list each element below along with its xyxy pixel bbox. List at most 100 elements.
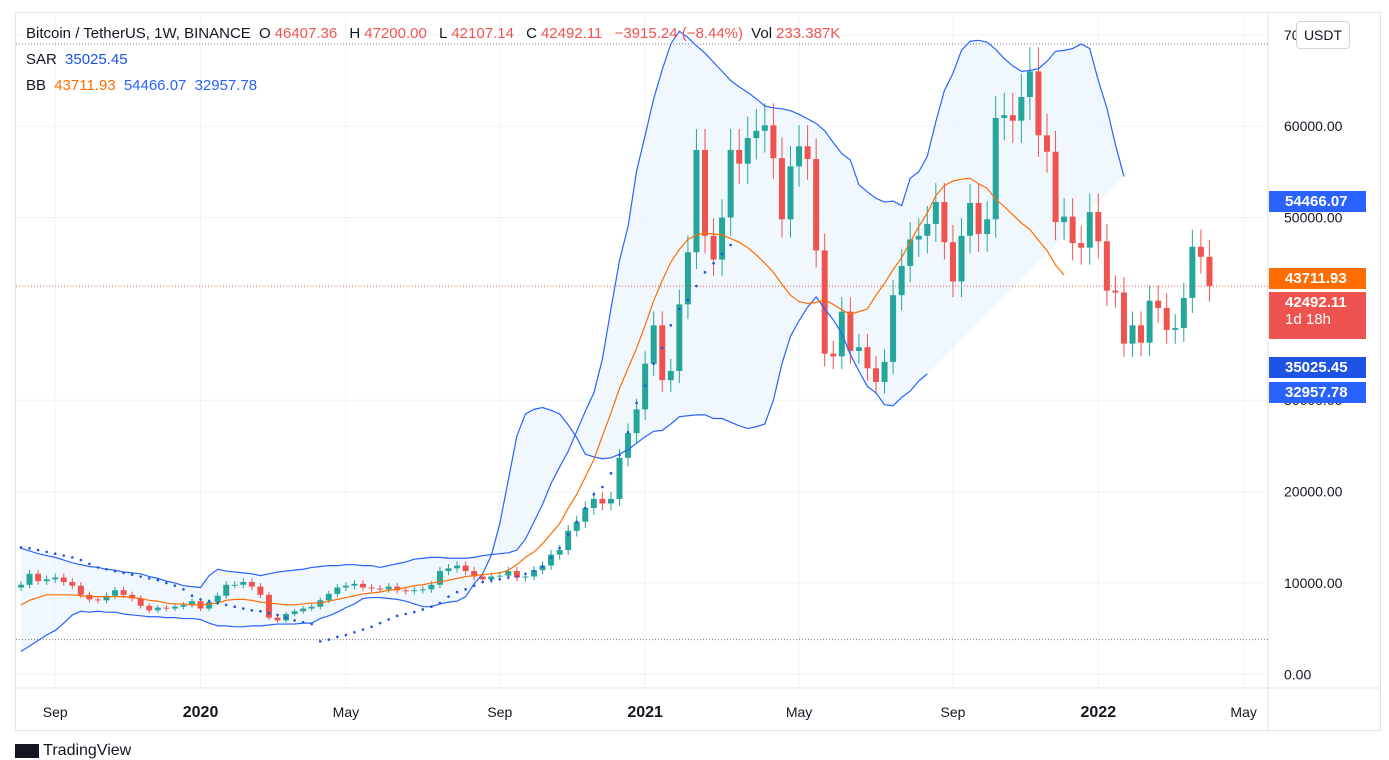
candle-body [890,295,897,362]
sar-dot [387,618,390,621]
bb-lower-price-tag: 32957.78 [1269,382,1366,403]
candle-body [52,577,59,580]
candle-body [1086,212,1093,248]
tradingview-logo[interactable]: TradingView [15,742,131,760]
candle-body [984,219,991,234]
currency-button[interactable]: USDT [1296,21,1350,49]
sar-label: SAR [26,51,57,68]
high-label: H [349,25,361,42]
sar-dot [447,595,450,598]
candle-body [898,265,905,296]
sar-dot [524,572,527,576]
candle-body [778,158,785,220]
candle-body [112,590,119,596]
sar-dot [216,601,219,605]
sar-dot [250,609,254,612]
candle-body [881,361,888,382]
chart-frame[interactable] [15,12,1381,731]
sar-dot [430,605,433,608]
candle-body [1044,135,1050,152]
candle-body [325,593,332,601]
symbol-title[interactable]: Bitcoin / TetherUS, 1W, BINANCE [26,25,251,42]
sar-dot [353,630,356,634]
candle-body [180,604,187,607]
candle-body [505,571,512,576]
candle-body [137,598,144,606]
candle-body [1095,212,1102,242]
sar-dot [45,550,48,554]
candle-body [1078,243,1085,248]
sar-dot [284,616,288,619]
candle-body [257,586,264,595]
candle-body [77,585,84,595]
sar-dot [165,581,168,585]
candle-body [796,146,803,167]
x-tick-label: May [333,704,359,720]
candle-body [1163,307,1170,330]
sar-dot [62,554,66,557]
x-tick-label: Sep [940,704,965,720]
candle-body [1138,325,1145,343]
candle-body [214,595,221,603]
bb-basis-value: 43711.93 [54,77,116,94]
sar-dot [507,576,510,579]
candle-body [471,571,478,577]
candle-body [761,125,768,131]
tradingview-logo-text: TradingView [43,742,132,759]
sar-dot [498,577,502,581]
sar-dot [413,610,416,614]
candle-body [590,498,597,509]
candle-body [351,583,358,586]
candle-body [710,235,717,260]
candle-body [1206,256,1213,287]
candle-body [1103,241,1110,291]
candle-body [813,159,820,251]
change-value: −3915.24 (−8.44%) [614,25,743,42]
candle-body [556,550,563,555]
candle-body [1180,297,1187,329]
candle-body [120,590,127,595]
sar-dot [575,520,579,524]
sar-dot [703,271,707,274]
candle-body [69,582,76,586]
sar-dot [147,577,151,580]
candle-body [650,325,657,364]
sar-dot [361,628,365,631]
bb-legend[interactable]: BB 43711.93 54466.07 32957.78 [26,76,261,96]
sar-dot [601,485,604,489]
y-tick-label: 20000.00 [1284,484,1343,500]
candle-body [539,565,546,571]
candle-body [616,457,623,499]
low-value: 42107.14 [451,25,514,42]
sar-dot [592,493,596,496]
candle-body [146,605,153,611]
sar-dot [79,558,83,562]
candle-body [342,585,349,588]
candle-body [26,573,33,585]
x-tick-label: 2020 [183,704,219,721]
sar-dot [96,566,100,569]
candle-body [676,304,683,372]
candle-body [804,146,811,160]
sar-dot [404,612,408,616]
x-tick-label: Sep [43,704,68,720]
candle-body [35,573,42,582]
sar-dot [609,472,613,475]
y-tick-label: 0.00 [1284,666,1311,682]
candle-body [565,530,572,551]
candle-body [531,570,537,577]
candle-body [206,602,213,609]
sar-legend[interactable]: SAR 35025.45 [26,50,132,70]
candle-body [360,583,366,588]
close-price-tag: 42492.11 1d 18h [1269,292,1366,339]
candle-body [94,599,101,601]
candle-body [693,149,700,253]
sar-dot [156,578,160,582]
candle-body [189,601,195,605]
candle-body [334,587,341,594]
sar-dot [489,578,493,582]
candle-body [240,582,247,585]
candle-body [436,571,443,585]
sar-dot [669,324,673,327]
